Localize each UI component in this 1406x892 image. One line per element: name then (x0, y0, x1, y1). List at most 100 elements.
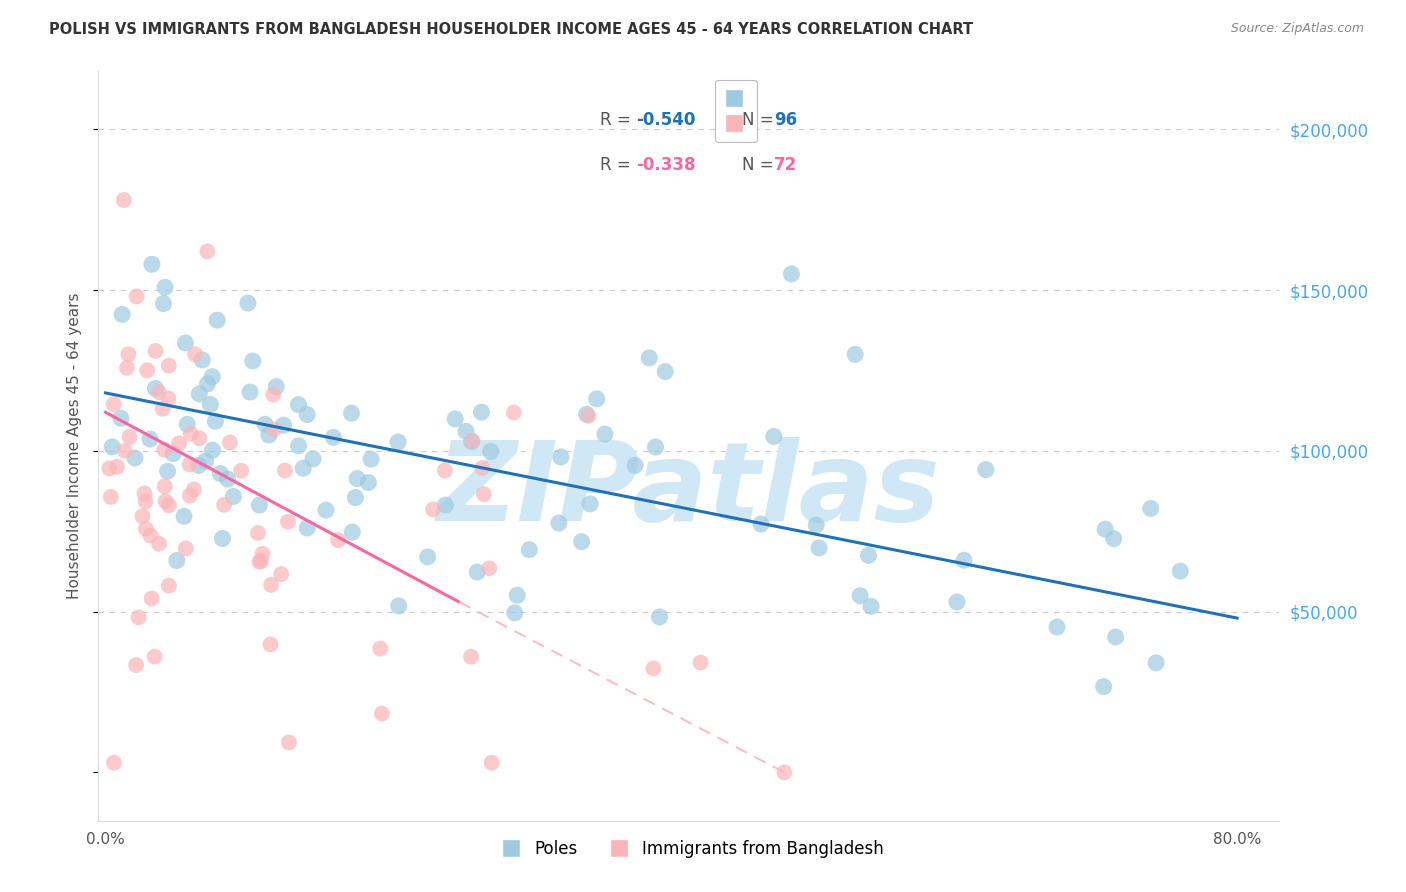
Point (100, 490, 122, 504)
Point (503, 606, 526, 620)
Point (1144, 656, 1167, 670)
Point (157, 579, 180, 593)
Point (1102, 532, 1125, 546)
Point (211, 532, 233, 546)
Point (388, 599, 411, 613)
Point (844, 347, 866, 361)
Point (247, 498, 270, 512)
Point (156, 464, 179, 478)
Point (644, 440, 666, 454)
Point (135, 522, 157, 536)
Point (191, 353, 214, 368)
Point (624, 458, 647, 473)
Point (297, 521, 319, 535)
Point (274, 463, 297, 477)
Point (858, 549, 880, 563)
Text: Source: ZipAtlas.com: Source: ZipAtlas.com (1230, 22, 1364, 36)
Point (183, 483, 205, 497)
Point (187, 458, 209, 473)
Point (762, 429, 785, 443)
Point (125, 658, 148, 673)
Point (141, 257, 163, 271)
Point (808, 541, 831, 555)
Point (471, 461, 494, 475)
Point (433, 464, 456, 478)
Point (103, 756, 125, 770)
Point (342, 524, 364, 539)
Point (125, 289, 148, 303)
Point (571, 534, 593, 549)
Point (239, 385, 262, 400)
Point (454, 425, 477, 439)
Point (131, 509, 153, 524)
Point (174, 541, 197, 556)
Point (157, 359, 180, 373)
Point (188, 387, 211, 401)
Point (295, 408, 318, 422)
Point (434, 498, 457, 512)
Point (575, 407, 598, 421)
Point (849, 589, 872, 603)
Point (260, 578, 283, 592)
Point (201, 443, 224, 458)
Point (103, 397, 125, 411)
Text: ZIPatlas: ZIPatlas (437, 437, 941, 544)
Point (153, 442, 176, 457)
Point (1104, 630, 1126, 644)
Point (148, 385, 170, 400)
Legend: Poles, Immigrants from Bangladesh: Poles, Immigrants from Bangladesh (488, 833, 890, 864)
Point (387, 434, 409, 449)
Text: -0.338: -0.338 (636, 156, 696, 174)
Point (550, 450, 572, 464)
Point (136, 363, 159, 377)
Point (98, 461, 121, 475)
Point (273, 418, 295, 433)
Point (263, 423, 285, 437)
Point (517, 542, 540, 557)
Point (141, 591, 163, 606)
Point (579, 497, 602, 511)
Point (266, 379, 288, 393)
Point (371, 706, 394, 721)
Point (111, 308, 134, 322)
Point (478, 561, 501, 575)
Point (249, 555, 271, 569)
Point (749, 516, 772, 531)
Point (287, 439, 309, 453)
Point (502, 406, 524, 420)
Text: 96: 96 (773, 112, 797, 129)
Point (481, 756, 503, 770)
Point (135, 494, 157, 508)
Point (461, 434, 484, 448)
Point (179, 458, 201, 472)
Point (217, 472, 239, 486)
Point (134, 486, 156, 500)
Point (242, 354, 264, 368)
Point (145, 382, 167, 396)
Point (153, 280, 176, 294)
Point (201, 369, 224, 384)
Text: N =: N = (742, 156, 779, 174)
Point (174, 336, 197, 351)
Point (315, 503, 337, 517)
Point (689, 656, 711, 670)
Point (322, 430, 344, 444)
Point (195, 244, 218, 259)
Point (252, 547, 274, 561)
Point (157, 392, 180, 406)
Point (179, 489, 201, 503)
Text: R =: R = (600, 112, 637, 129)
Point (112, 193, 135, 207)
Point (200, 397, 222, 411)
Point (302, 451, 325, 466)
Point (506, 588, 529, 602)
Point (259, 637, 281, 651)
Point (209, 467, 232, 481)
Point (654, 365, 676, 379)
Text: N =: N = (742, 112, 779, 129)
Point (114, 443, 136, 458)
Point (124, 450, 146, 465)
Point (804, 518, 827, 533)
Point (128, 610, 150, 624)
Point (167, 436, 190, 450)
